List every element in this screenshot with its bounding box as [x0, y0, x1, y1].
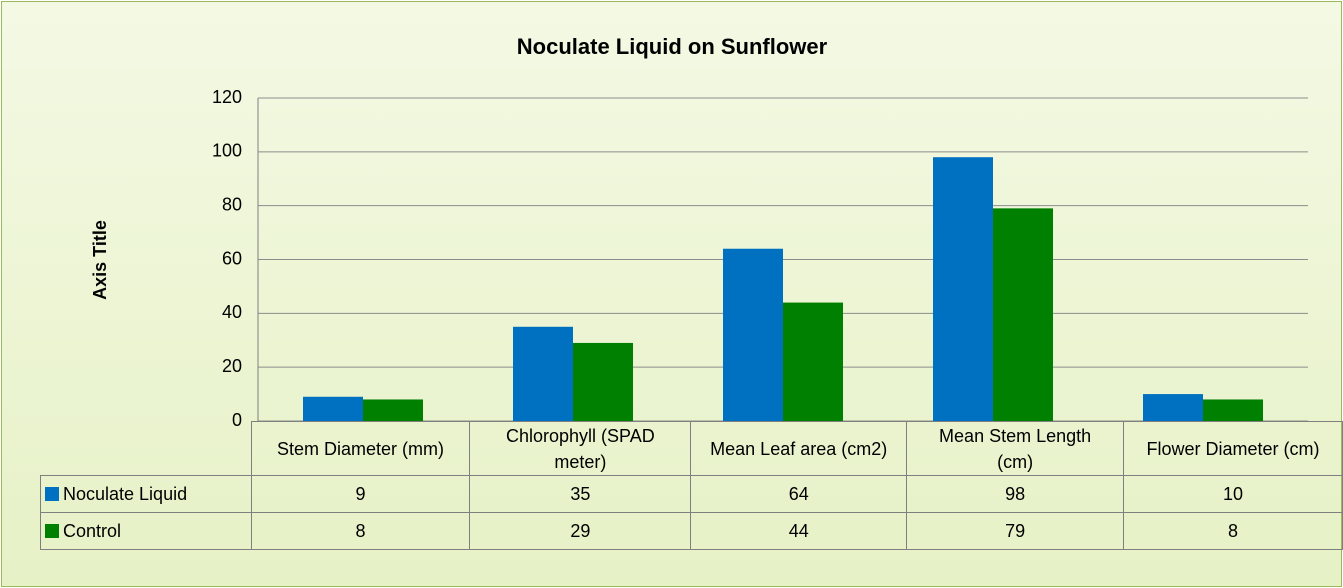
y-tick-label: 40 — [222, 302, 242, 322]
bar — [573, 342, 633, 421]
bar — [513, 326, 573, 421]
table-value: 79 — [906, 512, 1125, 550]
bar — [1203, 399, 1263, 421]
bar — [783, 302, 843, 421]
bar — [1143, 394, 1203, 421]
y-tick-label: 80 — [222, 194, 242, 214]
bar — [993, 208, 1053, 421]
bar — [363, 399, 423, 421]
bar — [933, 157, 993, 421]
legend-key — [45, 524, 59, 538]
bar — [303, 396, 363, 421]
legend-entry: Noculate Liquid — [40, 475, 252, 513]
table-value: 44 — [690, 512, 908, 550]
table-value: 29 — [469, 512, 692, 550]
category-label: Flower Diameter (cm) — [1123, 421, 1343, 476]
category-label: Stem Diameter (mm) — [250, 421, 471, 476]
category-label: Chlorophyll (SPAD meter) — [469, 421, 692, 476]
y-tick-label: 100 — [212, 141, 242, 161]
legend-key — [45, 487, 59, 501]
table-value: 9 — [250, 475, 471, 513]
table-row: Control 8 29 44 79 8 — [40, 512, 1343, 550]
bar — [723, 248, 783, 421]
y-tick-label: 120 — [212, 87, 242, 107]
y-tick-label: 60 — [222, 248, 242, 268]
y-axis-title: Axis Title — [90, 220, 110, 300]
legend-label: Noculate Liquid — [63, 484, 188, 504]
chart-title: Noculate Liquid on Sunflower — [517, 34, 828, 59]
table-value: 8 — [250, 512, 471, 550]
table-value: 98 — [906, 475, 1125, 513]
y-tick-label: 20 — [222, 356, 242, 376]
table-header-row: Stem Diameter (mm) Chlorophyll (SPAD mete… — [41, 421, 1343, 476]
data-table: Stem Diameter (mm) Chlorophyll (SPAD mete… — [40, 421, 1343, 550]
legend-label: Control — [63, 521, 122, 541]
category-label: Mean Stem Length (cm) — [906, 421, 1125, 476]
legend-entry: Control — [40, 512, 252, 550]
table-value: 10 — [1123, 475, 1343, 513]
table-corner — [41, 422, 252, 476]
category-label: Mean Leaf area (cm2) — [690, 421, 908, 476]
table-value: 35 — [469, 475, 692, 513]
table-row: Noculate Liquid 9 35 64 98 10 — [40, 475, 1343, 513]
table-value: 8 — [1123, 512, 1343, 550]
y-tick-label: 0 — [232, 410, 242, 430]
table-value: 64 — [690, 475, 908, 513]
